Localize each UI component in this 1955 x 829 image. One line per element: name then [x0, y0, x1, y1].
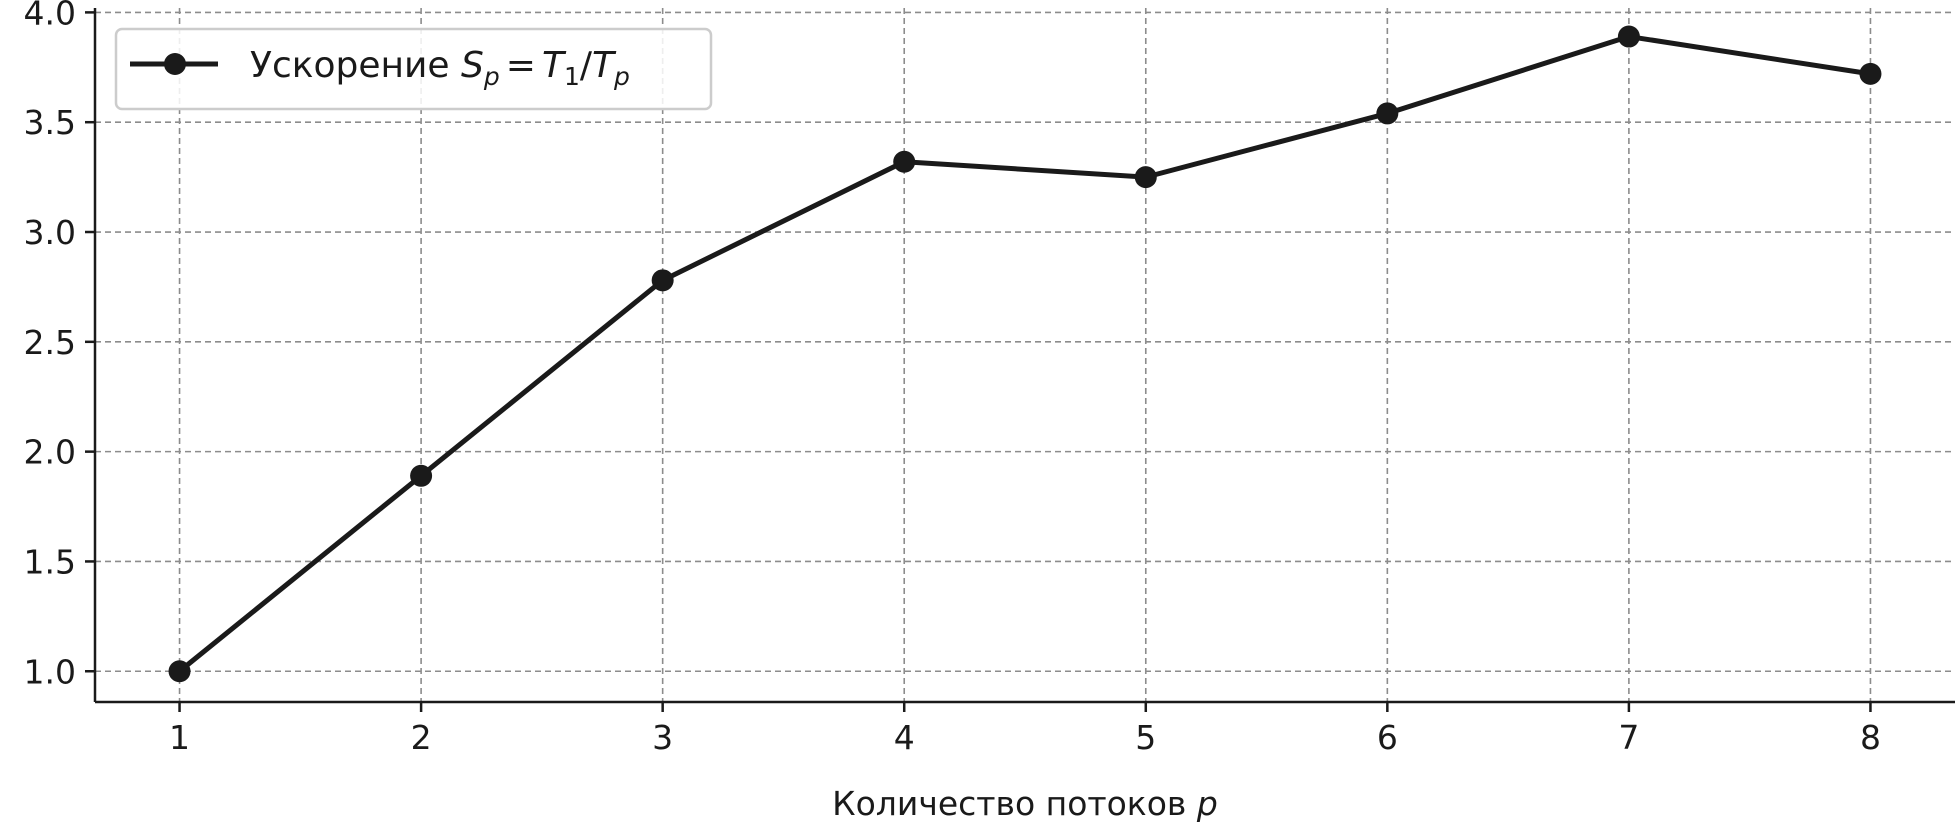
legend-frame: [114, 27, 713, 111]
x-tick-label: 4: [894, 718, 915, 757]
y-tick-label: 3.5: [24, 103, 76, 142]
y-tick-label: 1.5: [24, 542, 76, 581]
legend-label: Ускорение Sp = T1/Tp: [250, 45, 630, 91]
x-axis-label: Количество потоков p: [832, 784, 1218, 823]
data-point: [1617, 25, 1640, 48]
data-point: [651, 269, 674, 292]
x-tick-label: 7: [1618, 718, 1639, 757]
data-point: [1859, 62, 1882, 85]
series: [168, 25, 1882, 683]
x-tick-label: 6: [1377, 718, 1398, 757]
y-tick-label: 4.0: [24, 0, 76, 32]
grid: [95, 8, 1955, 702]
y-tick-label: 2.5: [24, 323, 76, 362]
legend: Ускорение Sp = T1/Tp: [114, 27, 713, 111]
speedup-series-line: [177, 34, 1871, 674]
y-tick-label: 1.0: [24, 652, 76, 691]
x-tick-label: 5: [1135, 718, 1156, 757]
x-tick-label: 1: [169, 718, 190, 757]
data-point: [1134, 166, 1157, 189]
x-tick-label: 3: [652, 718, 673, 757]
y-ticks: 1.0 1.5 2.0 2.5 3.0 3.5 4.0: [24, 0, 95, 691]
y-tick-label: 2.0: [24, 433, 76, 472]
data-point: [1376, 102, 1399, 125]
legend-marker-swatch: [164, 53, 186, 75]
data-point: [168, 660, 191, 683]
y-tick-label: 3.0: [24, 213, 76, 252]
x-tick-label: 2: [411, 718, 432, 757]
x-tick-label: 8: [1860, 718, 1881, 757]
data-point: [893, 150, 916, 173]
axes: [93, 8, 1955, 704]
x-ticks: 1 2 3 4 5 6 7 8: [169, 702, 1881, 757]
data-point: [410, 464, 433, 487]
